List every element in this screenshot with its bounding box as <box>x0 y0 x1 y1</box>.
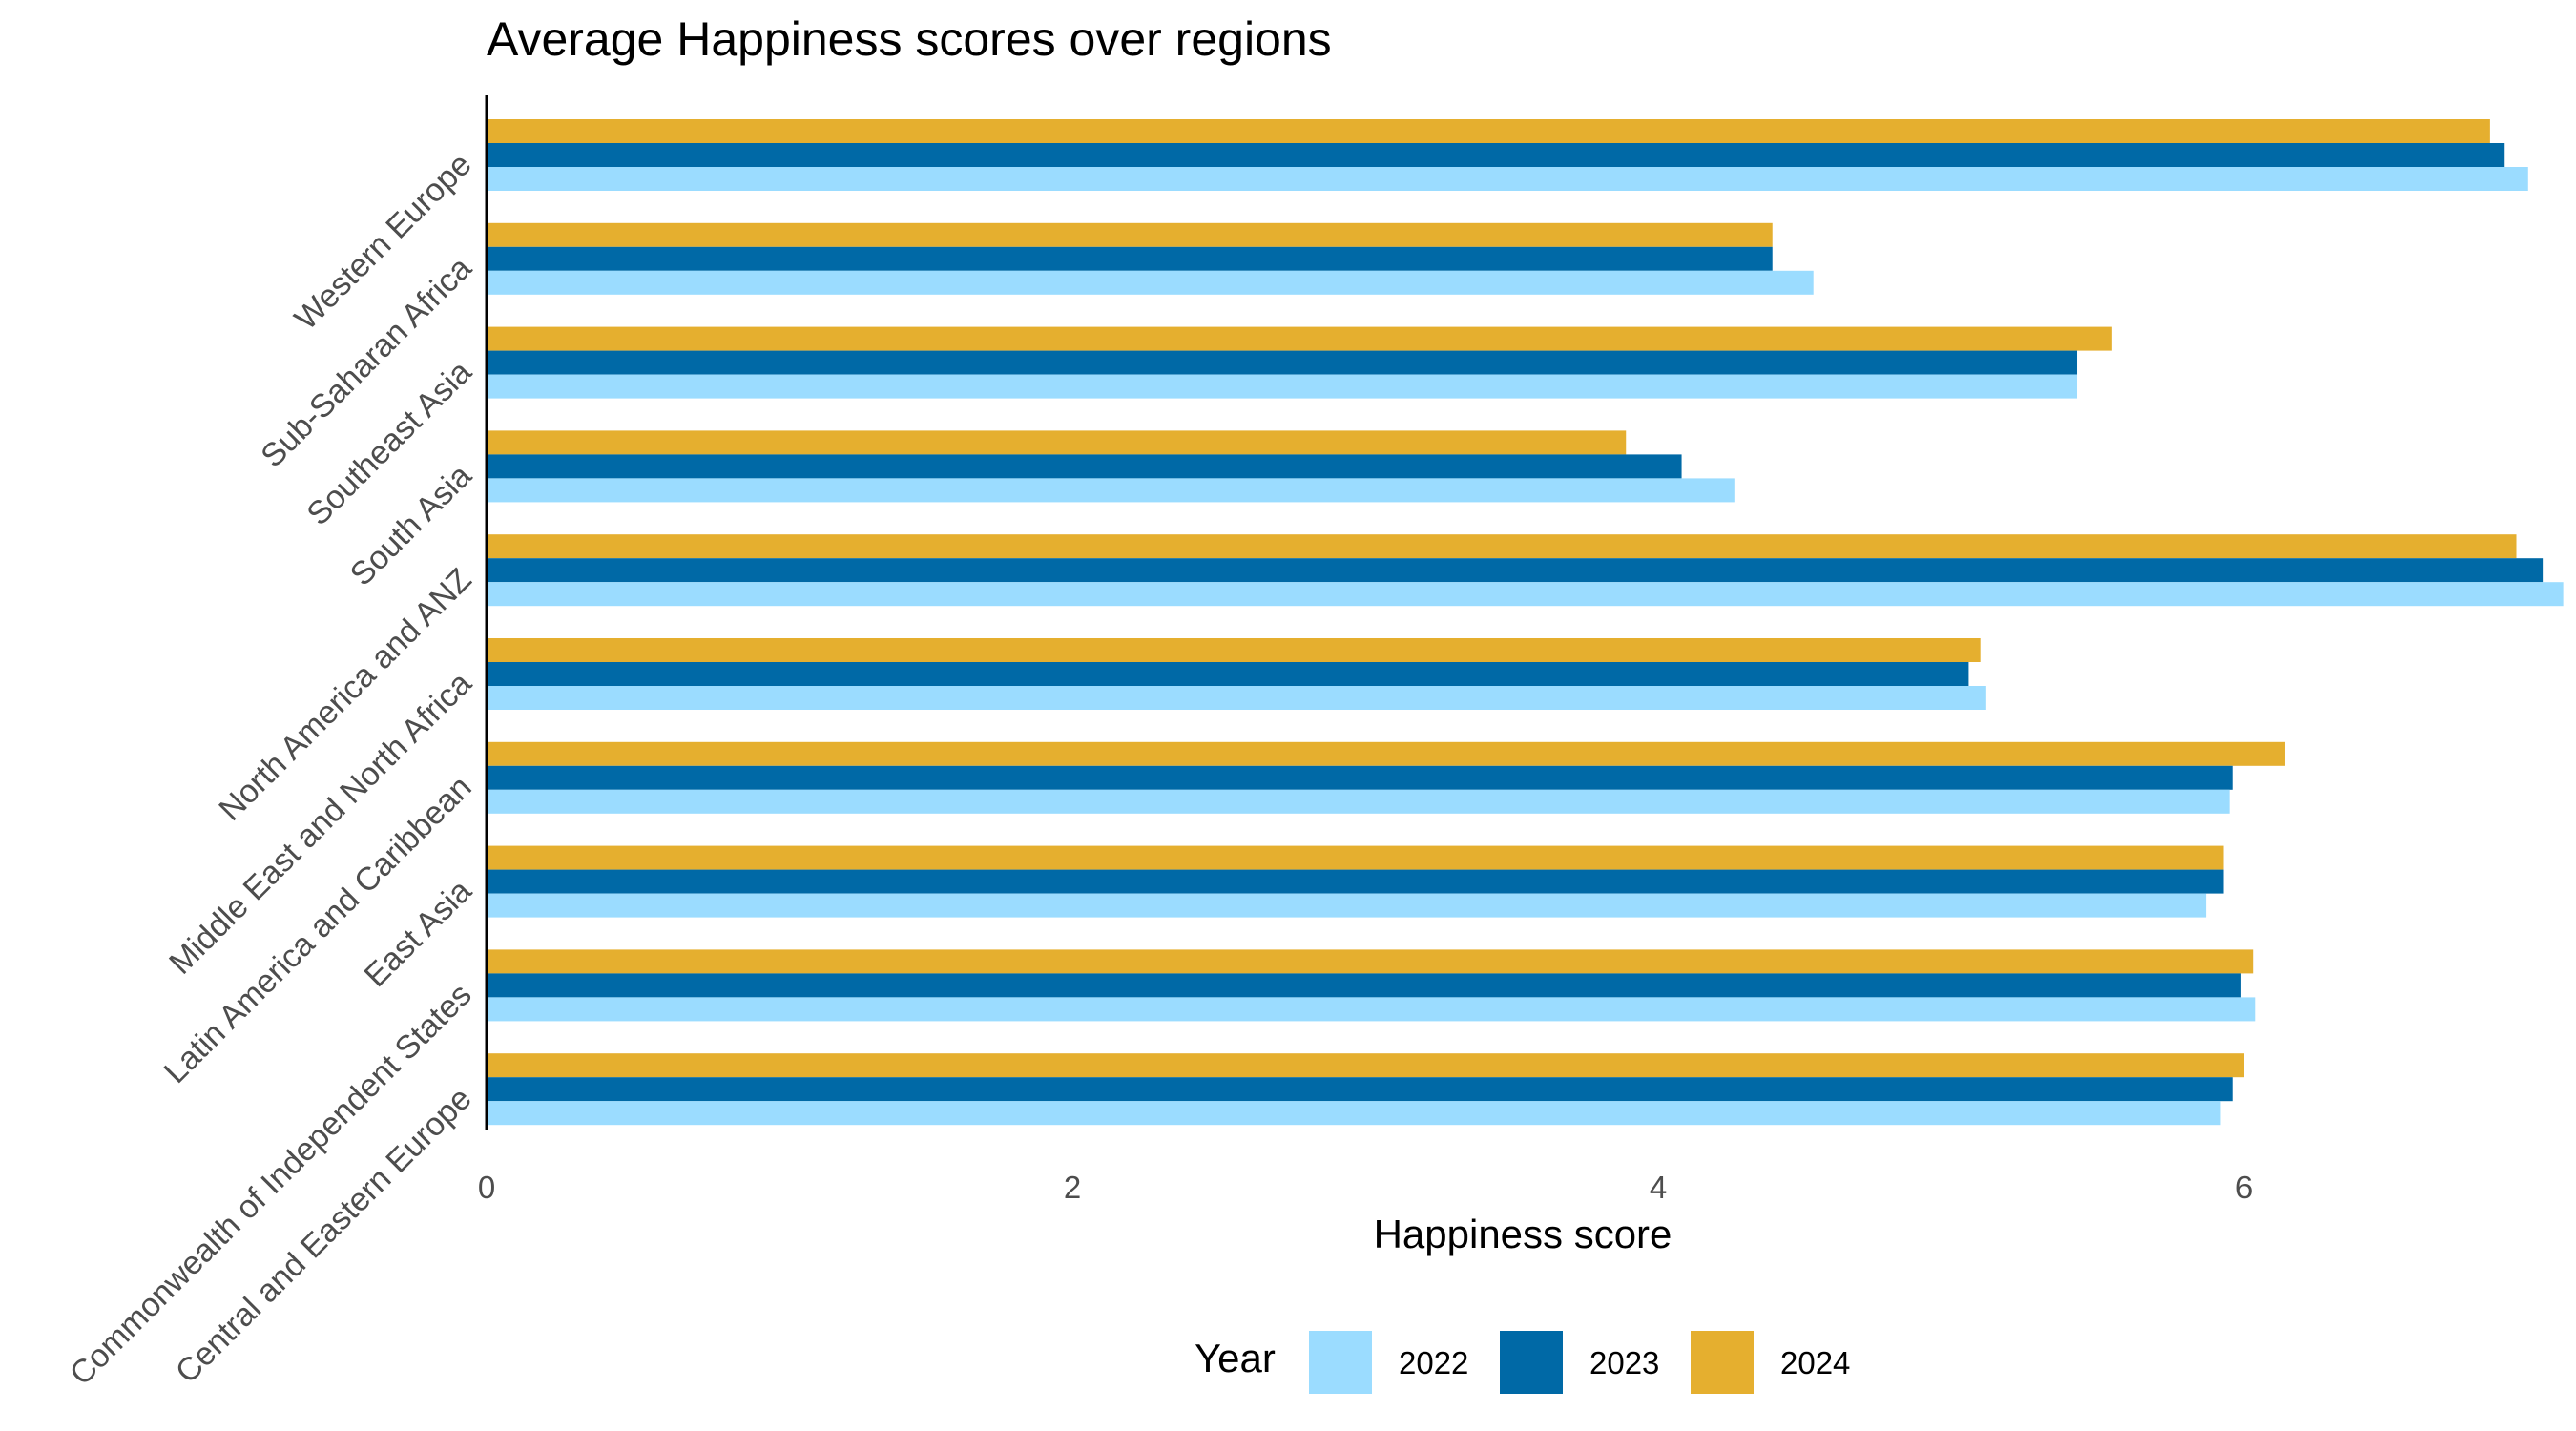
bar-2023-2 <box>487 350 2078 375</box>
legend-swatch-2024 <box>1691 1331 1754 1394</box>
legend-label-2024: 2024 <box>1780 1345 1850 1380</box>
bar-2023-1 <box>487 246 1773 271</box>
bar-2023-8 <box>487 973 2241 998</box>
x-tick-label: 6 <box>2235 1170 2253 1205</box>
plot-area <box>487 119 2564 1126</box>
bar-2022-7 <box>487 893 2207 918</box>
bar-2022-5 <box>487 686 1986 710</box>
legend-label-2023: 2023 <box>1589 1345 1659 1380</box>
legend-label-2022: 2022 <box>1399 1345 1468 1380</box>
bar-2024-7 <box>487 845 2224 870</box>
x-axis-title: Happiness score <box>1374 1212 1672 1256</box>
bar-2022-8 <box>487 997 2256 1022</box>
bar-2023-7 <box>487 869 2224 894</box>
bar-2023-6 <box>487 765 2233 790</box>
bar-2023-0 <box>487 143 2505 167</box>
x-axis: 0 2 4 6 <box>478 1170 2253 1205</box>
bar-2024-2 <box>487 326 2112 351</box>
bar-2023-5 <box>487 662 1969 686</box>
bar-2022-6 <box>487 789 2230 814</box>
bar-2022-9 <box>487 1101 2221 1126</box>
x-tick-label: 4 <box>1650 1170 1667 1205</box>
bar-2022-3 <box>487 478 1735 503</box>
bar-2024-4 <box>487 534 2517 559</box>
bar-2022-0 <box>487 167 2528 191</box>
legend: Year 2022 2023 2024 <box>1195 1331 1850 1394</box>
bar-2023-4 <box>487 558 2544 583</box>
legend-title: Year <box>1195 1336 1276 1380</box>
bar-2022-4 <box>487 582 2564 607</box>
bar-2023-3 <box>487 454 1682 479</box>
bar-2022-2 <box>487 374 2078 399</box>
bar-2024-3 <box>487 430 1627 455</box>
legend-swatch-2023 <box>1500 1331 1563 1394</box>
x-tick-label: 2 <box>1064 1170 1081 1205</box>
chart-title: Average Happiness scores over regions <box>487 12 1332 66</box>
y-tick-label: Western Europe <box>288 146 479 337</box>
bar-2024-8 <box>487 949 2254 974</box>
bar-2022-1 <box>487 270 1814 295</box>
bar-2023-9 <box>487 1077 2233 1102</box>
bar-2024-9 <box>487 1053 2244 1078</box>
bar-2024-0 <box>487 119 2490 143</box>
bar-2024-5 <box>487 638 1981 662</box>
y-tick-label: Commonwealth of Independent States <box>63 977 479 1393</box>
x-tick-label: 0 <box>478 1170 495 1205</box>
bar-2024-1 <box>487 222 1773 247</box>
bar-2024-6 <box>487 741 2285 766</box>
legend-swatch-2022 <box>1309 1331 1372 1394</box>
